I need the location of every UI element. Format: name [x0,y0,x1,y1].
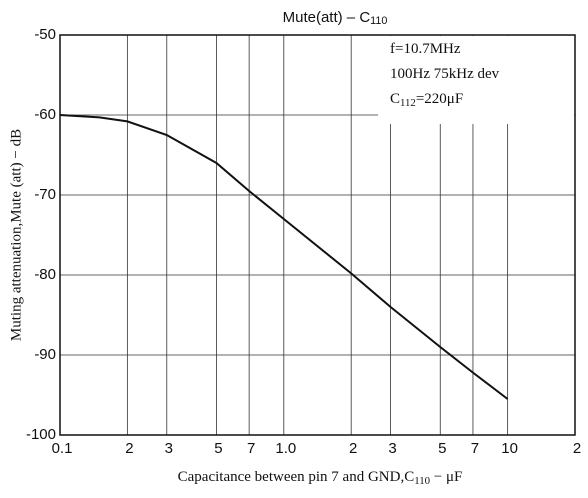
y-axis-label: Muting attenuation,Mute (att) − dB [8,129,24,341]
x-tick-label: 5 [214,440,222,457]
x-tick-label: 10 [501,440,518,457]
y-tick-label: -90 [34,346,56,363]
annotation-subscript: 112 [400,97,416,109]
annotation: 100Hz 75kHz dev [390,66,500,82]
y-tick-label: -70 [34,186,56,203]
annotation-part: =220μF [416,91,463,107]
annotation-part: 100Hz 75kHz dev [390,66,500,82]
x-tick-label: 5 [438,440,446,457]
chart-title-subscript: 110 [370,15,387,27]
x-axis-label: Capacitance between pin 7 and GND,C110 −… [178,469,463,486]
y-tick-label: -60 [34,106,56,123]
x-tick-label: 3 [388,440,396,457]
chart-title: Mute(att) – C110 [283,9,388,27]
x-tick-label: 3 [165,440,173,457]
y-tick-label: -50 [34,26,56,43]
y-tick-label: -80 [34,266,56,283]
x-axis-label-part: Capacitance between pin 7 and GND,C [178,469,415,485]
data-line [59,114,509,400]
x-axis-label-subscript: 110 [414,475,430,487]
x-tick-label: 2 [125,440,133,457]
x-tick-label: 7 [471,440,479,457]
x-tick-label: 7 [247,440,255,457]
annotation-box [378,36,574,124]
annotation: f=10.7MHz [390,41,461,57]
x-tick-label: 1.0 [275,440,296,457]
x-axis-label-part: − μF [430,469,462,485]
y-tick-label: -100 [26,426,56,443]
x-tick-label: 2 [349,440,357,457]
annotation: C112=220μF [390,91,463,108]
x-tick-label: 0.1 [52,440,73,457]
x-tick-label: 2 [573,440,581,457]
annotation-part: C [390,91,400,107]
chart-title-part: Mute(att) – C [283,9,371,26]
plot-frame [59,34,576,436]
annotation-part: f=10.7MHz [390,41,461,57]
